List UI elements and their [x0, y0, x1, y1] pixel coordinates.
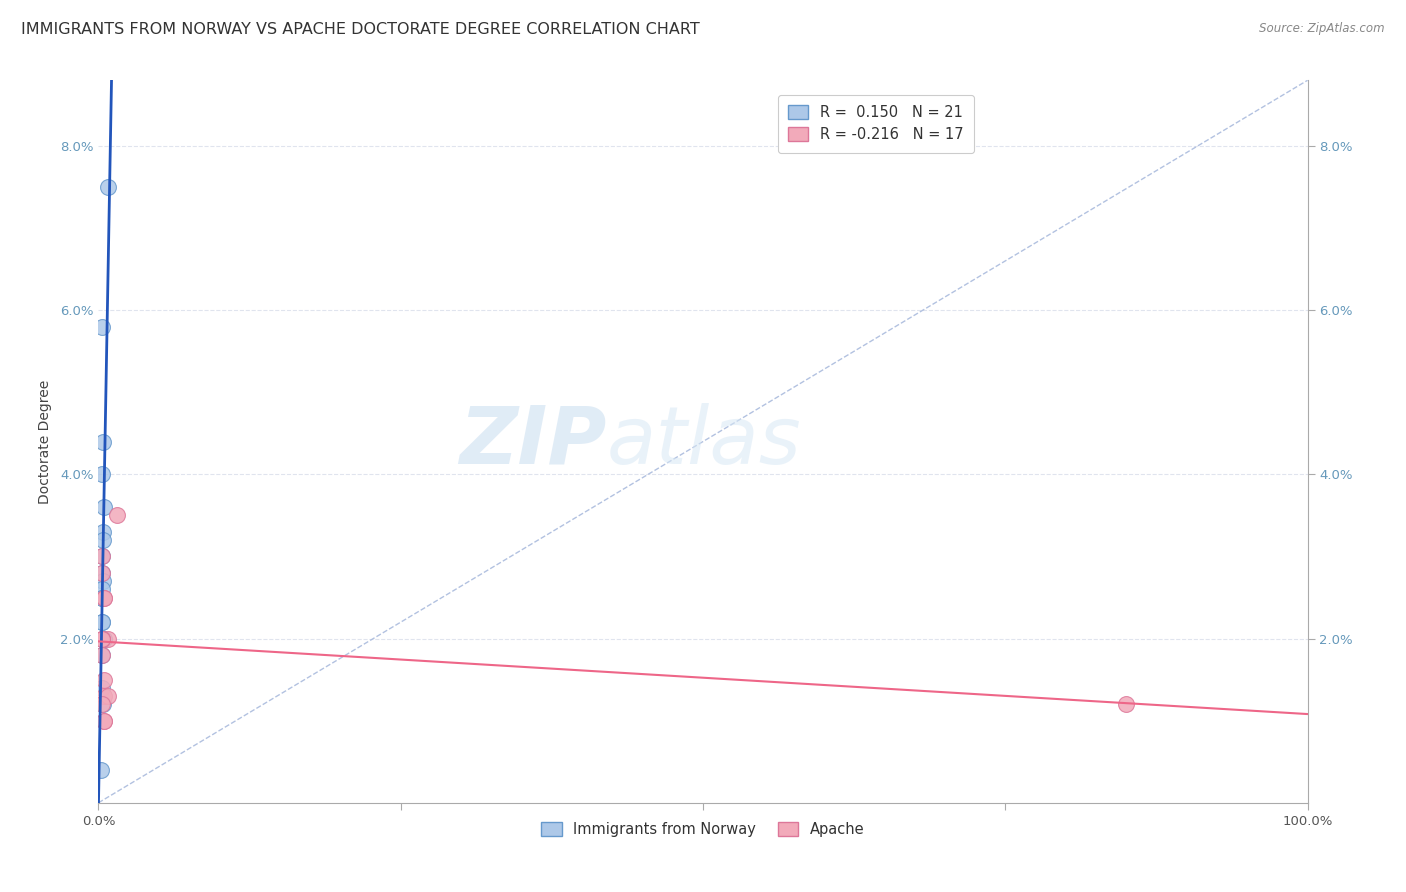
Point: [91, 574, 114, 588]
Point: [91, 681, 114, 695]
Point: [93, 689, 115, 703]
Text: ZIP: ZIP: [458, 402, 606, 481]
Point: [91, 632, 114, 646]
Point: [1115, 698, 1137, 712]
Point: [97, 689, 120, 703]
Point: [91, 319, 114, 334]
Point: [91, 582, 114, 597]
Point: [91, 591, 114, 605]
Point: [90, 763, 112, 777]
Point: [91, 648, 114, 662]
Y-axis label: Doctorate Degree: Doctorate Degree: [38, 379, 52, 504]
Point: [93, 714, 115, 728]
Point: [91, 632, 114, 646]
Text: Source: ZipAtlas.com: Source: ZipAtlas.com: [1260, 22, 1385, 36]
Point: [93, 632, 115, 646]
Point: [91, 632, 114, 646]
Point: [91, 591, 114, 605]
Point: [91, 648, 114, 662]
Point: [91, 524, 114, 539]
Legend: Immigrants from Norway, Apache: Immigrants from Norway, Apache: [533, 814, 873, 847]
Point: [93, 714, 115, 728]
Point: [91, 434, 114, 449]
Point: [91, 698, 114, 712]
Point: [93, 673, 115, 687]
Point: [91, 549, 114, 564]
Point: [91, 467, 114, 482]
Text: IMMIGRANTS FROM NORWAY VS APACHE DOCTORATE DEGREE CORRELATION CHART: IMMIGRANTS FROM NORWAY VS APACHE DOCTORA…: [21, 22, 700, 37]
Point: [97, 632, 120, 646]
Point: [93, 591, 115, 605]
Point: [105, 508, 128, 523]
Point: [91, 615, 114, 630]
Text: atlas: atlas: [606, 402, 801, 481]
Point: [91, 549, 114, 564]
Point: [91, 615, 114, 630]
Point: [91, 566, 114, 580]
Point: [91, 698, 114, 712]
Point: [91, 632, 114, 646]
Point: [97, 180, 120, 194]
Point: [91, 566, 114, 580]
Point: [93, 591, 115, 605]
Point: [93, 500, 115, 515]
Point: [91, 533, 114, 547]
